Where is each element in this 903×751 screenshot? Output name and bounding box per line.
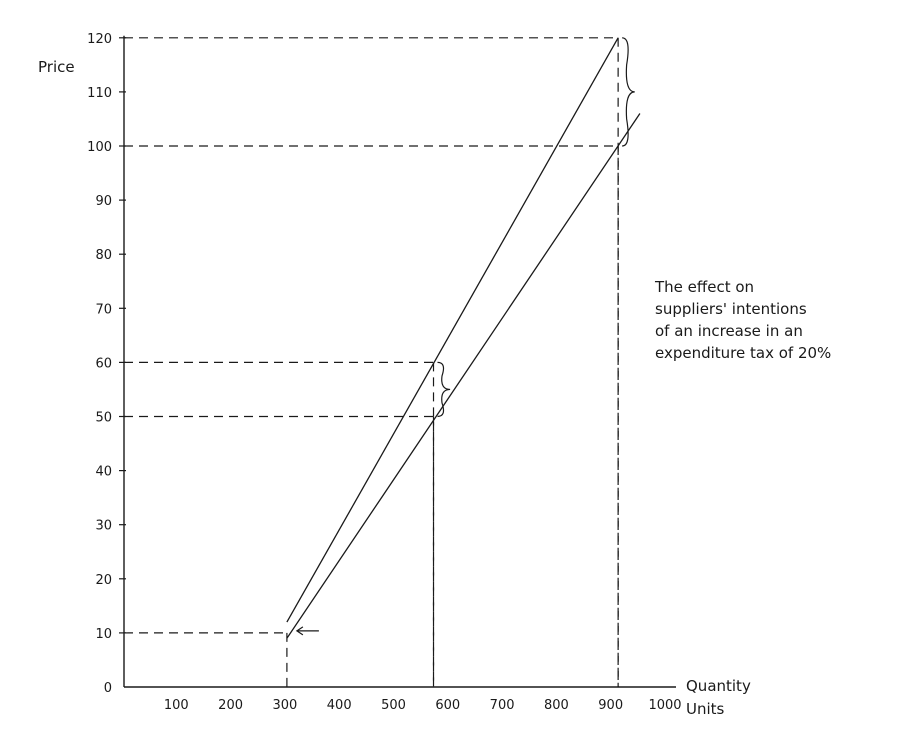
x-tick-label: 200 [218,698,243,713]
x-axis-title-line-2: Units [686,700,725,718]
axes [123,35,676,688]
x-tick-label: 900 [598,698,623,713]
x-tick-label: 300 [272,698,297,713]
x-tick-label: 700 [490,698,515,713]
tick-labels: 0 10 20 30 40 50 60 70 80 90 100 110 120 100 200 300 400… [87,32,681,713]
x-axis-title-line-1: Quantity [686,677,751,695]
y-tick-label: 100 [87,140,112,155]
x-tick-label: 1000 [648,698,681,713]
supply-line-after-tax [286,37,619,623]
annotation-line: The effect on [655,278,755,296]
annotation-line: suppliers' intentions [655,300,807,318]
x-tick-label: 600 [435,698,460,713]
y-tick-label: 10 [95,627,112,642]
annotation-line: expenditure tax of 20% [655,344,832,362]
annotation-line: of an increase in an [655,322,803,340]
y-tick-label: 80 [95,248,112,263]
x-tick-label: 800 [544,698,569,713]
y-tick-label: 120 [87,32,112,47]
x-tick-label: 400 [327,698,352,713]
y-tick-label: 30 [95,519,112,534]
y-tick-label: 70 [95,302,112,317]
y-axis-title: Price [38,58,75,76]
y-tick-label: 20 [95,573,112,588]
supply-lines [286,37,641,639]
supply-line-before-tax [286,113,641,639]
tax-braces [295,37,635,636]
y-tick-label: 90 [95,194,112,209]
x-tick-label: 100 [164,698,189,713]
chart-annotation: The effect on suppliers' intentions of a… [655,276,895,364]
arrow-head [295,626,304,636]
y-tick-label: 0 [104,681,112,696]
x-tick-label: 500 [381,698,406,713]
curly-brace [437,361,451,418]
y-tick-label: 50 [95,411,112,426]
y-tick-label: 40 [95,465,112,480]
curly-brace [622,37,635,147]
y-tick-label: 60 [95,356,112,371]
y-tick-label: 110 [87,86,112,101]
guide-lines [124,37,619,687]
